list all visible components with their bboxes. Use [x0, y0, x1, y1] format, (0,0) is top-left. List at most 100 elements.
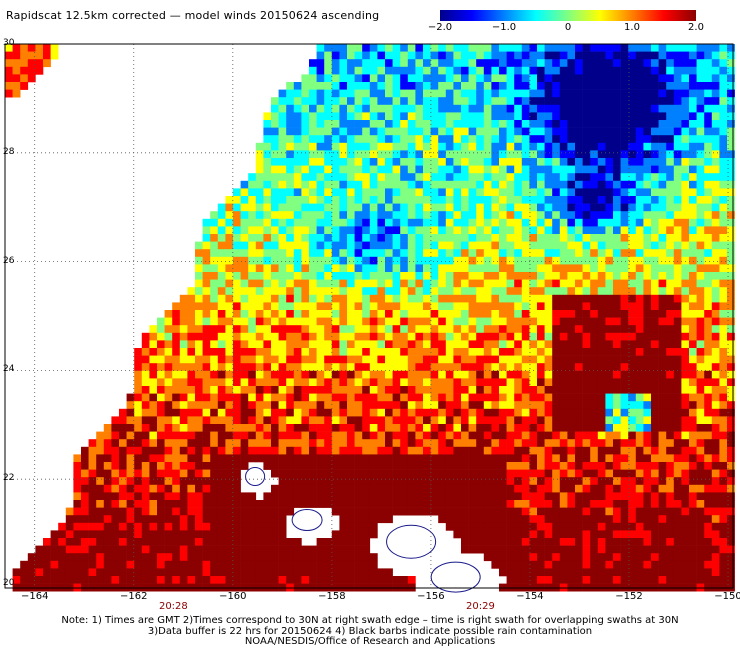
wind-cell	[339, 462, 348, 470]
wind-cell	[309, 363, 317, 372]
wind-cell	[559, 386, 568, 394]
wind-cell	[597, 135, 606, 144]
wind-cell	[369, 363, 378, 372]
wind-cell	[407, 424, 416, 432]
wind-cell	[552, 287, 561, 296]
wind-cell	[719, 196, 728, 204]
wind-cell	[635, 431, 644, 440]
wind-cell	[567, 522, 576, 531]
wind-cell	[385, 446, 393, 455]
wind-cell	[407, 454, 416, 463]
wind-cell	[658, 249, 667, 258]
wind-cell	[377, 218, 386, 227]
wind-cell	[590, 530, 599, 539]
wind-cell	[339, 530, 348, 539]
wind-cell	[468, 218, 477, 227]
wind-cell	[339, 545, 348, 554]
wind-cell	[582, 196, 591, 204]
wind-cell	[362, 378, 371, 387]
wind-cell	[141, 538, 150, 546]
wind-cell	[339, 120, 348, 128]
wind-cell	[385, 370, 393, 379]
wind-cell	[529, 294, 538, 303]
wind-cell	[286, 332, 295, 341]
wind-cell	[575, 211, 583, 220]
wind-cell	[483, 51, 492, 60]
wind-cell	[217, 241, 226, 250]
wind-cell	[286, 545, 295, 554]
wind-cell	[567, 44, 576, 52]
wind-cell	[81, 454, 89, 463]
wind-cell	[278, 370, 287, 379]
wind-cell	[696, 431, 705, 440]
wind-cell	[537, 462, 545, 470]
wind-cell	[187, 530, 196, 539]
wind-cell	[537, 310, 545, 318]
wind-cell	[491, 401, 500, 410]
wind-cell	[134, 416, 143, 425]
wind-cell	[324, 135, 333, 144]
wind-cell	[400, 165, 409, 174]
wind-cell	[689, 218, 697, 227]
wind-cell	[438, 477, 447, 486]
wind-cell	[43, 59, 51, 68]
wind-cell	[673, 340, 682, 349]
wind-cell	[514, 173, 523, 182]
wind-cell	[597, 469, 606, 478]
wind-cell	[559, 492, 568, 501]
wind-cell	[727, 355, 735, 364]
wind-cell	[453, 142, 462, 151]
wind-cell	[392, 218, 401, 227]
wind-cell	[696, 196, 705, 204]
wind-cell	[195, 431, 203, 440]
wind-cell	[635, 386, 644, 394]
wind-cell	[605, 515, 614, 524]
wind-cell	[590, 272, 599, 280]
wind-cell	[727, 500, 735, 508]
wind-cell	[339, 264, 348, 273]
wind-cell	[407, 211, 416, 220]
wind-cell	[309, 348, 317, 356]
wind-cell	[711, 59, 720, 68]
wind-cell	[597, 332, 606, 341]
wind-cell	[483, 431, 492, 440]
wind-cell	[217, 211, 226, 220]
wind-cell	[635, 530, 644, 539]
wind-cell	[628, 120, 637, 128]
wind-cell	[217, 218, 226, 227]
wind-cell	[217, 226, 226, 235]
wind-cell	[506, 150, 515, 159]
wind-cell	[529, 469, 538, 478]
wind-cell	[666, 241, 675, 250]
wind-cell	[575, 165, 583, 174]
wind-cell	[217, 203, 226, 212]
wind-cell	[552, 234, 561, 242]
wind-cell	[438, 492, 447, 501]
wind-cell	[468, 226, 477, 235]
wind-cell	[537, 446, 545, 455]
wind-cell	[126, 439, 135, 448]
wind-cell	[331, 241, 340, 250]
wind-cell	[582, 127, 591, 136]
wind-cell	[613, 553, 621, 562]
wind-cell	[293, 89, 302, 98]
wind-cell	[461, 51, 469, 60]
wind-cell	[149, 538, 158, 546]
wind-cell	[461, 500, 469, 508]
wind-cell	[445, 97, 454, 106]
wind-cell	[141, 393, 150, 402]
wind-cell	[415, 158, 424, 166]
wind-cell	[309, 150, 317, 159]
wind-cell	[689, 196, 697, 204]
wind-cell	[293, 127, 302, 136]
wind-cell	[233, 317, 241, 326]
wind-cell	[73, 462, 82, 470]
wind-cell	[643, 142, 652, 151]
wind-cell	[575, 264, 583, 273]
colorbar-tick: 0	[564, 22, 572, 33]
wind-cell	[149, 530, 158, 539]
wind-cell	[202, 348, 211, 356]
wind-cell	[415, 211, 424, 220]
wind-cell	[286, 439, 295, 448]
wind-cell	[309, 294, 317, 303]
